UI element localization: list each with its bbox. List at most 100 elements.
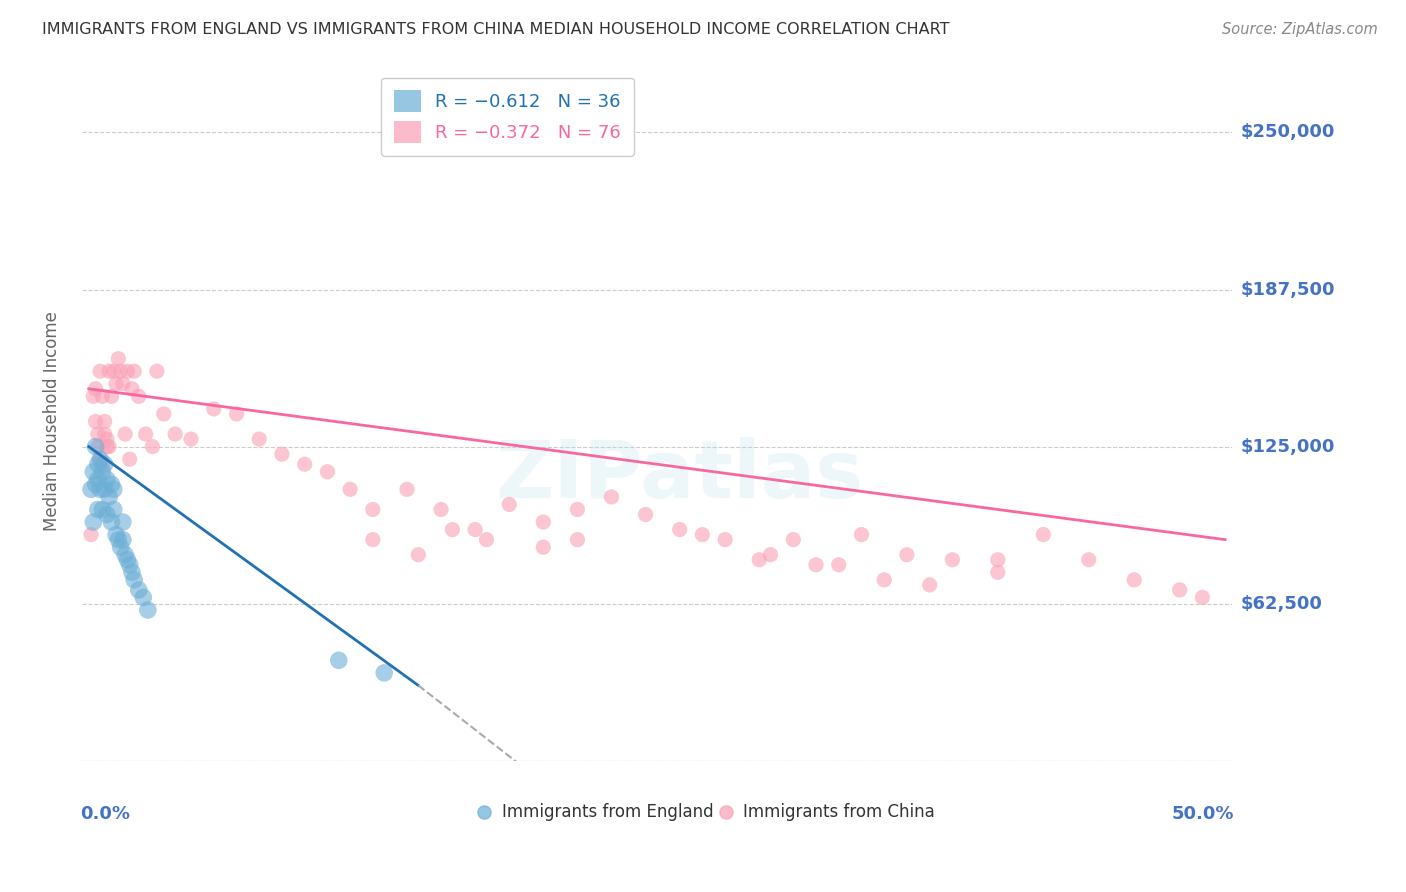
- Point: [987, 566, 1010, 580]
- Point: [84, 477, 107, 491]
- Point: [84, 382, 107, 396]
- Point: [91, 389, 114, 403]
- Point: [100, 389, 122, 403]
- Point: [692, 527, 714, 541]
- Point: [117, 364, 139, 378]
- Text: $187,500: $187,500: [1240, 280, 1334, 299]
- Point: [918, 578, 941, 592]
- Point: [89, 452, 111, 467]
- Point: [96, 472, 118, 486]
- Point: [361, 533, 384, 547]
- Point: [128, 582, 150, 597]
- Point: [87, 457, 110, 471]
- Point: [1077, 553, 1099, 567]
- Text: $250,000: $250,000: [1240, 123, 1334, 142]
- Text: ZIPatlas: ZIPatlas: [496, 437, 865, 515]
- Point: [567, 533, 589, 547]
- Point: [430, 502, 453, 516]
- Point: [531, 515, 554, 529]
- Point: [107, 351, 129, 366]
- Point: [759, 548, 782, 562]
- Point: [600, 490, 623, 504]
- Text: $62,500: $62,500: [1240, 595, 1322, 613]
- Point: [89, 364, 111, 378]
- Point: [110, 540, 132, 554]
- Point: [121, 566, 143, 580]
- Point: [851, 527, 873, 541]
- Point: [152, 407, 174, 421]
- Text: Immigrants from China: Immigrants from China: [744, 803, 935, 821]
- Point: [146, 364, 169, 378]
- Point: [111, 376, 134, 391]
- Point: [271, 447, 294, 461]
- Point: [100, 477, 122, 491]
- Point: [121, 382, 143, 396]
- Point: [87, 440, 110, 454]
- Point: [89, 483, 111, 497]
- Point: [118, 558, 141, 572]
- Point: [93, 483, 115, 497]
- Point: [93, 457, 115, 471]
- Point: [111, 533, 134, 547]
- Point: [316, 465, 339, 479]
- Point: [225, 407, 247, 421]
- Point: [87, 427, 110, 442]
- Point: [987, 553, 1010, 567]
- Point: [328, 653, 350, 667]
- Point: [82, 389, 104, 403]
- Text: 0.0%: 0.0%: [80, 805, 129, 823]
- Point: [1123, 573, 1146, 587]
- Point: [111, 515, 134, 529]
- Point: [82, 515, 104, 529]
- Point: [114, 548, 136, 562]
- Point: [105, 527, 128, 541]
- Point: [408, 548, 430, 562]
- Point: [141, 440, 163, 454]
- Point: [1191, 591, 1213, 605]
- Point: [80, 483, 103, 497]
- Point: [103, 483, 125, 497]
- Text: $125,000: $125,000: [1240, 438, 1334, 456]
- Point: [87, 502, 110, 516]
- Point: [339, 483, 361, 497]
- Point: [441, 523, 464, 537]
- Y-axis label: Median Household Income: Median Household Income: [44, 311, 60, 532]
- Point: [782, 533, 804, 547]
- Point: [475, 533, 498, 547]
- Point: [395, 483, 418, 497]
- Text: IMMIGRANTS FROM ENGLAND VS IMMIGRANTS FROM CHINA MEDIAN HOUSEHOLD INCOME CORRELA: IMMIGRANTS FROM ENGLAND VS IMMIGRANTS FR…: [42, 22, 949, 37]
- Point: [117, 553, 139, 567]
- Point: [98, 364, 121, 378]
- Text: 50.0%: 50.0%: [1171, 805, 1234, 823]
- Point: [118, 452, 141, 467]
- Point: [567, 502, 589, 516]
- Point: [100, 515, 122, 529]
- Point: [122, 573, 145, 587]
- Point: [361, 502, 384, 516]
- Point: [498, 498, 520, 512]
- Point: [132, 591, 155, 605]
- Point: [896, 548, 918, 562]
- Point: [165, 427, 187, 442]
- Point: [135, 427, 157, 442]
- Point: [96, 508, 118, 522]
- Point: [93, 427, 115, 442]
- Point: [634, 508, 657, 522]
- Point: [84, 415, 107, 429]
- Point: [873, 754, 896, 768]
- Point: [91, 457, 114, 471]
- Point: [96, 432, 118, 446]
- Point: [247, 432, 270, 446]
- Point: [180, 432, 202, 446]
- Point: [464, 523, 486, 537]
- Point: [114, 427, 136, 442]
- Point: [98, 440, 121, 454]
- Point: [202, 401, 225, 416]
- Point: [714, 533, 737, 547]
- Point: [873, 573, 896, 587]
- Point: [1350, 754, 1372, 768]
- Point: [804, 558, 827, 572]
- Point: [122, 364, 145, 378]
- Point: [103, 364, 125, 378]
- Point: [98, 490, 121, 504]
